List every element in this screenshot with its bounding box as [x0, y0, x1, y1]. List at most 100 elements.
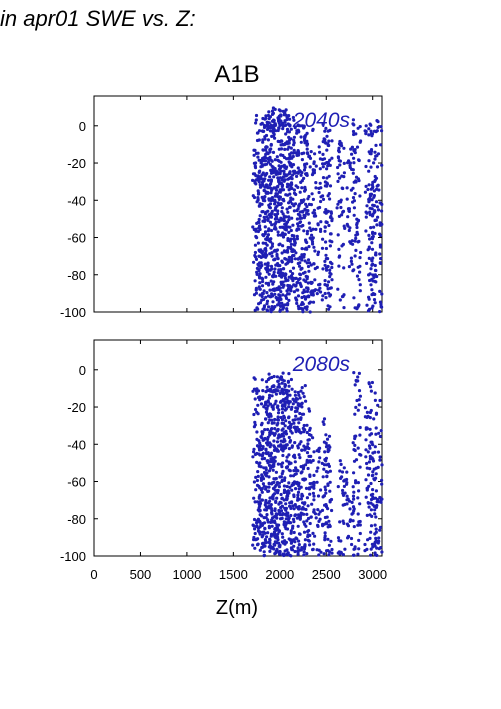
data-point	[258, 530, 262, 534]
data-point	[285, 117, 289, 122]
data-point	[272, 421, 276, 425]
data-point	[329, 232, 333, 236]
data-point	[281, 453, 285, 458]
data-point	[352, 497, 356, 501]
data-point	[371, 488, 375, 492]
data-point	[267, 396, 271, 400]
data-point	[364, 448, 368, 452]
data-point	[311, 547, 315, 552]
data-point	[300, 546, 304, 550]
data-point	[328, 445, 332, 449]
data-point	[353, 448, 357, 453]
data-point	[311, 458, 315, 463]
data-point	[369, 389, 373, 393]
data-point	[368, 237, 372, 241]
data-point	[337, 264, 341, 268]
data-point	[266, 261, 270, 265]
data-point	[274, 392, 278, 396]
data-point	[305, 151, 309, 155]
data-point	[307, 221, 311, 225]
data-point	[358, 502, 362, 506]
data-point	[368, 151, 372, 156]
data-point	[305, 430, 309, 435]
data-point	[294, 536, 298, 540]
data-point	[373, 512, 377, 516]
data-point	[298, 261, 302, 265]
data-point	[266, 229, 270, 233]
data-point	[286, 492, 290, 496]
data-point	[314, 186, 318, 190]
data-point	[306, 281, 310, 285]
data-point	[252, 480, 256, 484]
data-point	[297, 307, 301, 311]
data-point	[367, 297, 371, 301]
data-point	[369, 148, 374, 152]
x-tick-label: 1000	[172, 567, 201, 582]
data-point	[350, 239, 354, 243]
data-point	[269, 453, 273, 458]
data-point	[353, 151, 357, 155]
data-point	[268, 376, 272, 380]
data-point	[284, 166, 288, 171]
data-point	[297, 430, 302, 434]
data-point	[260, 457, 264, 461]
data-point	[364, 229, 368, 233]
data-point	[266, 191, 270, 195]
data-point	[292, 530, 296, 535]
data-point	[299, 389, 303, 393]
data-point	[292, 421, 296, 425]
data-point	[352, 471, 356, 475]
data-point	[297, 204, 301, 208]
data-point	[307, 409, 312, 413]
data-point	[364, 215, 368, 219]
data-point	[308, 482, 312, 486]
data-point	[315, 292, 319, 296]
data-point	[323, 229, 327, 233]
data-point	[292, 135, 296, 139]
data-point	[283, 257, 287, 261]
data-point	[310, 502, 314, 506]
data-point	[324, 441, 328, 445]
data-point	[326, 537, 330, 541]
data-point	[323, 279, 327, 283]
data-point	[323, 259, 327, 263]
data-point	[251, 225, 255, 229]
data-point	[340, 174, 344, 178]
data-point	[324, 470, 328, 474]
y-tick-label: -100	[60, 305, 86, 320]
data-point	[374, 426, 378, 430]
data-point	[370, 241, 374, 245]
data-point	[273, 158, 277, 162]
data-point	[276, 233, 280, 237]
data-point	[258, 272, 262, 276]
data-point	[356, 446, 360, 450]
data-point	[265, 506, 269, 510]
data-point	[357, 403, 361, 407]
data-point	[322, 552, 326, 556]
data-point	[285, 261, 289, 265]
data-point	[275, 516, 279, 520]
data-point	[376, 215, 380, 219]
data-point	[306, 197, 310, 201]
data-point	[289, 245, 293, 249]
data-point	[277, 382, 281, 386]
data-point	[271, 111, 275, 115]
data-point	[296, 490, 301, 494]
data-point	[351, 186, 355, 190]
data-point	[348, 161, 352, 165]
data-point	[266, 264, 270, 268]
data-point	[290, 260, 294, 264]
data-point	[263, 189, 267, 193]
data-point	[367, 233, 371, 237]
data-point	[280, 183, 285, 187]
data-point	[364, 438, 368, 442]
data-point	[268, 202, 273, 206]
data-point	[367, 484, 371, 488]
data-point	[319, 488, 323, 492]
data-point	[353, 383, 357, 387]
data-point	[296, 166, 300, 170]
data-point	[274, 288, 279, 292]
data-point	[305, 423, 309, 427]
data-point	[272, 273, 276, 277]
data-point	[270, 394, 274, 398]
